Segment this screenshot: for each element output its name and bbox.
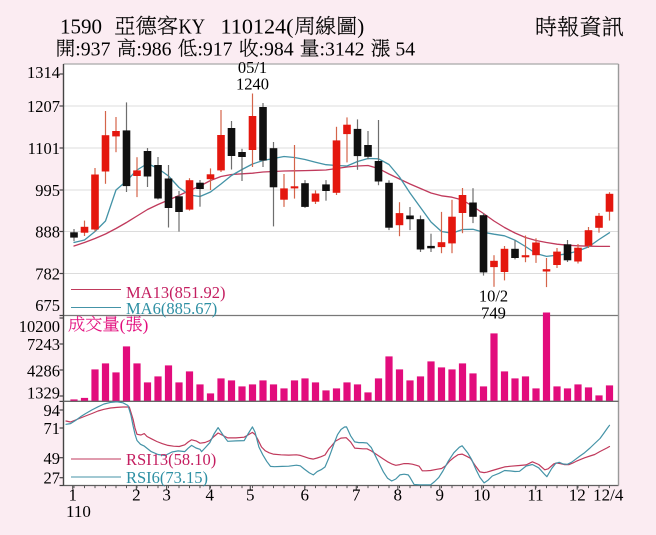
svg-text::986: :986 [136, 38, 171, 60]
svg-text:1101: 1101 [28, 139, 60, 158]
svg-text:1314: 1314 [27, 63, 60, 82]
svg-text:10/2: 10/2 [479, 286, 508, 305]
svg-text::984: :984 [259, 38, 294, 60]
svg-text:675: 675 [35, 296, 60, 315]
svg-text:7: 7 [352, 486, 361, 505]
svg-text:RSI6(73.15): RSI6(73.15) [126, 468, 208, 487]
svg-text:MA6(885.67): MA6(885.67) [126, 299, 217, 318]
svg-text:1: 1 [68, 486, 77, 505]
svg-text:RSI13(58.10): RSI13(58.10) [126, 450, 216, 469]
svg-text:71: 71 [44, 419, 61, 438]
svg-text:110: 110 [66, 502, 91, 521]
svg-text:1590: 1590 [60, 15, 102, 39]
svg-text::937: :937 [75, 38, 110, 60]
svg-text::917: :917 [197, 38, 232, 60]
svg-text:6: 6 [300, 486, 309, 505]
svg-text:12: 12 [569, 486, 586, 505]
svg-text:7243: 7243 [27, 335, 60, 354]
svg-text:(: ( [120, 315, 126, 334]
svg-text:MA13(851.92): MA13(851.92) [126, 283, 225, 302]
svg-text:49: 49 [44, 449, 61, 468]
svg-text:): ) [143, 315, 149, 334]
svg-text:94: 94 [44, 401, 61, 420]
svg-text:995: 995 [35, 181, 60, 200]
svg-text:782: 782 [35, 264, 60, 283]
svg-text:110124(: 110124( [221, 15, 294, 39]
svg-text:12/4: 12/4 [593, 486, 624, 505]
svg-text::3142: :3142 [320, 38, 365, 60]
svg-text:1329: 1329 [27, 383, 60, 402]
svg-text:3: 3 [162, 486, 171, 505]
svg-text:1207: 1207 [27, 97, 60, 116]
svg-text:): ) [357, 15, 364, 39]
svg-text:10200: 10200 [19, 317, 60, 336]
svg-text:9: 9 [436, 486, 445, 505]
svg-text:2: 2 [132, 486, 141, 505]
svg-text:4286: 4286 [27, 361, 60, 380]
svg-text:05/1: 05/1 [238, 58, 267, 77]
svg-text:27: 27 [44, 468, 61, 487]
svg-text:888: 888 [35, 222, 60, 241]
svg-text:KY: KY [179, 15, 206, 39]
svg-text:10: 10 [473, 486, 490, 505]
svg-text:749: 749 [481, 303, 506, 322]
svg-text:11: 11 [527, 486, 543, 505]
svg-text:8: 8 [394, 486, 403, 505]
svg-text:4: 4 [206, 486, 215, 505]
svg-text:54: 54 [395, 38, 415, 60]
svg-text:5: 5 [246, 486, 255, 505]
svg-text:1240: 1240 [236, 74, 269, 93]
